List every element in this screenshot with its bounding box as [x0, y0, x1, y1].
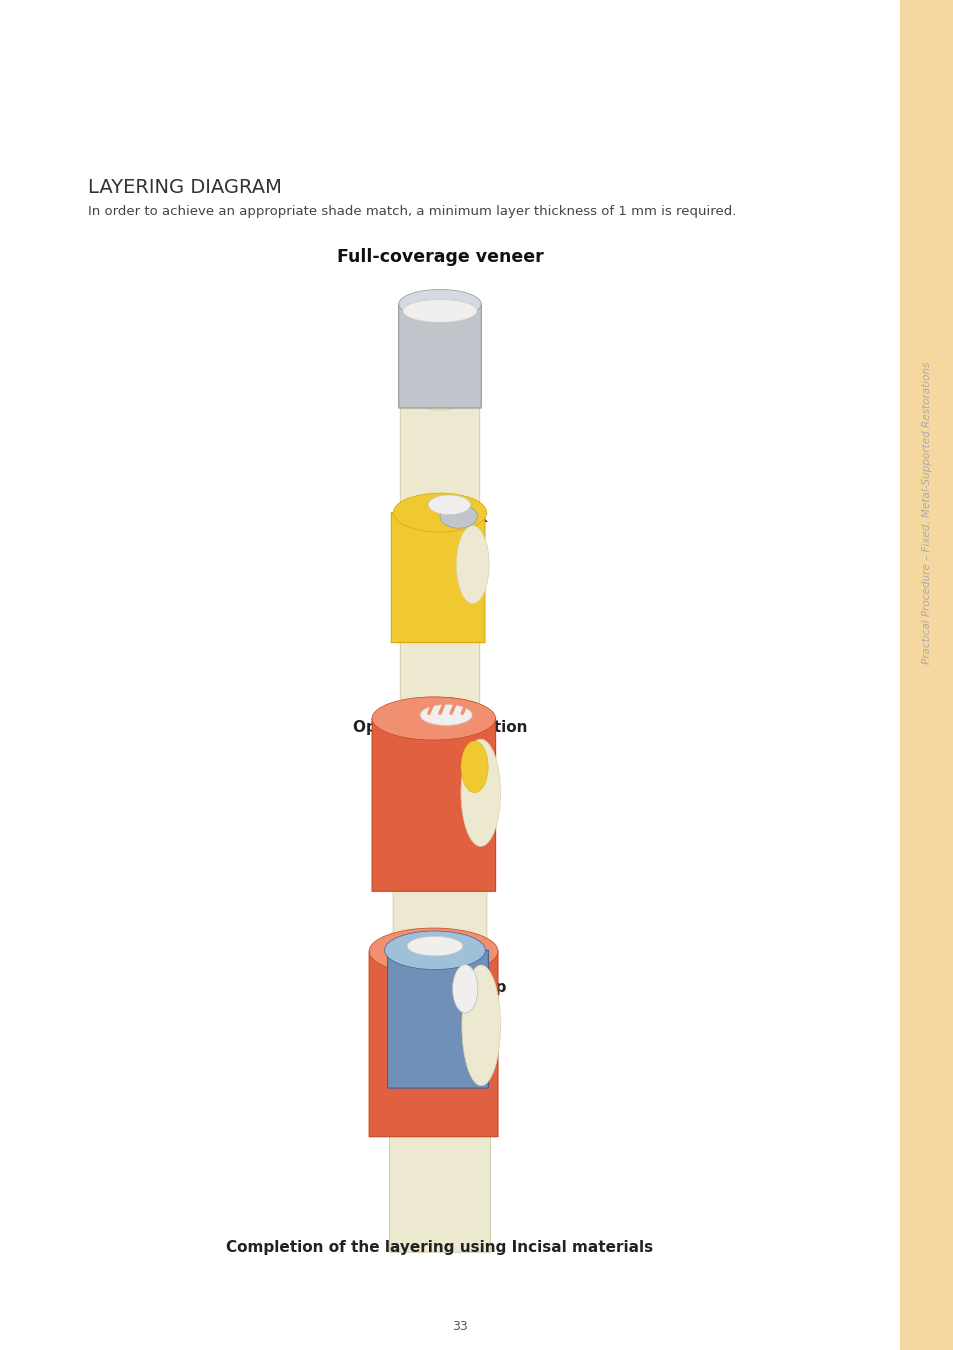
Ellipse shape	[389, 1014, 490, 1094]
Ellipse shape	[393, 493, 486, 532]
FancyBboxPatch shape	[391, 513, 484, 643]
Ellipse shape	[452, 965, 477, 1012]
Bar	[899, 0, 953, 1350]
Text: 33: 33	[452, 1320, 467, 1332]
Text: In order to achieve an appropriate shade match, a minimum layer thickness of 1 m: In order to achieve an appropriate shade…	[88, 205, 736, 217]
Ellipse shape	[393, 775, 486, 846]
Text: Full-coverage veneer: Full-coverage veneer	[336, 248, 543, 266]
FancyBboxPatch shape	[387, 950, 488, 1088]
Ellipse shape	[384, 931, 485, 969]
FancyBboxPatch shape	[384, 718, 491, 867]
FancyBboxPatch shape	[372, 718, 495, 891]
Ellipse shape	[400, 350, 479, 410]
Ellipse shape	[398, 289, 480, 319]
FancyBboxPatch shape	[400, 379, 479, 531]
Ellipse shape	[369, 927, 497, 975]
Text: Opaquer application: Opaquer application	[353, 720, 527, 734]
FancyBboxPatch shape	[393, 811, 486, 991]
Text: Dentin build-up: Dentin build-up	[373, 980, 506, 995]
Ellipse shape	[456, 525, 489, 603]
Text: Practical Procedure – Fixed, Metal-Supported Restorations: Practical Procedure – Fixed, Metal-Suppo…	[921, 362, 931, 664]
Text: Completion of the layering using Incisal materials: Completion of the layering using Incisal…	[226, 1241, 653, 1256]
Ellipse shape	[420, 705, 472, 725]
Ellipse shape	[386, 697, 493, 738]
Text: Framework: Framework	[392, 510, 487, 525]
Ellipse shape	[402, 300, 476, 323]
Ellipse shape	[372, 697, 495, 740]
Ellipse shape	[439, 505, 476, 528]
Ellipse shape	[460, 741, 488, 792]
Text: LAYERING DIAGRAM: LAYERING DIAGRAM	[88, 178, 281, 197]
Ellipse shape	[461, 965, 500, 1085]
Ellipse shape	[407, 937, 462, 956]
FancyBboxPatch shape	[369, 952, 497, 1137]
FancyBboxPatch shape	[389, 1053, 490, 1253]
Ellipse shape	[428, 495, 470, 514]
Ellipse shape	[460, 740, 500, 846]
FancyBboxPatch shape	[398, 304, 480, 408]
Ellipse shape	[400, 560, 479, 620]
FancyBboxPatch shape	[400, 590, 479, 740]
